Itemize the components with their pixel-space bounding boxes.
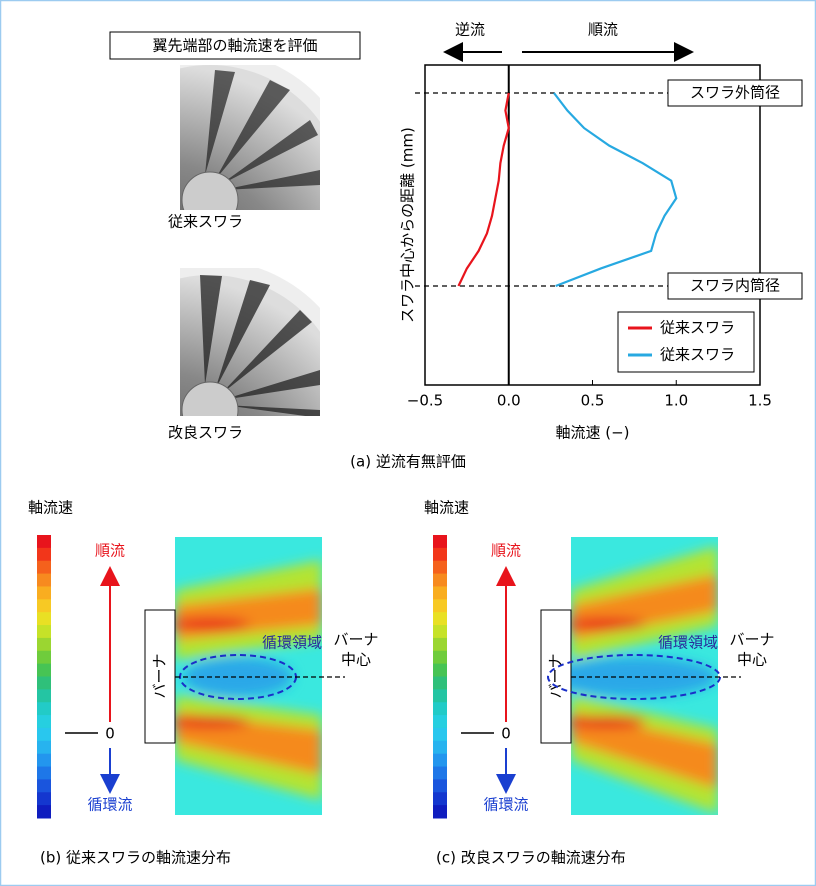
annotation: スワラ外筒径: [690, 84, 780, 102]
colorbar-step: [433, 638, 447, 651]
colorbar-step: [433, 548, 447, 561]
colorbar-step: [37, 741, 51, 754]
colorbar-step: [433, 535, 447, 548]
colorbar-step: [37, 805, 51, 818]
colorbar-step: [37, 651, 51, 664]
colorbar-step: [37, 535, 51, 548]
x-tick-label: 0.5: [581, 392, 605, 410]
colorbar-step: [433, 741, 447, 754]
colorbar-step: [433, 599, 447, 612]
colorbar-step: [37, 561, 51, 574]
label: 0: [105, 725, 115, 743]
label: 循環流: [87, 796, 132, 814]
colorbar-step: [37, 728, 51, 741]
colorbar-step: [433, 767, 447, 780]
burner-label: バーナ: [151, 653, 169, 698]
contour-field: [170, 537, 322, 815]
x-tick-label: 1.5: [748, 392, 772, 410]
x-tick-label: 0.0: [497, 392, 521, 410]
caption: (a) 逆流有無評価: [350, 453, 466, 471]
colorbar-step: [433, 805, 447, 818]
colorbar-step: [37, 599, 51, 612]
label: 順流: [491, 542, 521, 560]
band: [566, 716, 646, 728]
legend-label: 従来スワラ: [660, 319, 735, 337]
region-label: 循環領域: [262, 634, 322, 652]
colorbar-step: [37, 792, 51, 805]
colorbar-step: [37, 586, 51, 599]
scale-title: 軸流速: [28, 499, 73, 517]
colorbar-step: [433, 754, 447, 767]
label: 中心: [341, 651, 371, 669]
colorbar-step: [433, 586, 447, 599]
colorbar-step: [433, 728, 447, 741]
label: 順流: [95, 542, 125, 560]
scale-title: 軸流速: [424, 499, 469, 517]
label: 0: [501, 725, 511, 743]
colorbar-step: [37, 779, 51, 792]
caption: (c) 改良スワラの軸流速分布: [436, 849, 626, 867]
colorbar-step: [433, 664, 447, 677]
colorbar-step: [433, 677, 447, 690]
caption: (b) 従来スワラの軸流速分布: [40, 849, 231, 867]
figure: 翼先端部の軸流速を評価 従来スワラ 改良スワラ (a) 逆流有無評価 −0.5 0…: [0, 0, 816, 886]
label: バーナ: [333, 631, 378, 649]
colorbar-step: [37, 664, 51, 677]
contour-field: [551, 537, 718, 815]
colorbar-step: [37, 754, 51, 767]
y-axis-label: スワラ中心からの距離 (mm): [399, 127, 417, 323]
annotation: 逆流: [455, 21, 485, 39]
colorbar-step: [37, 689, 51, 702]
image-label: 従来スワラ: [168, 213, 243, 231]
colorbar-step: [433, 561, 447, 574]
band: [566, 618, 646, 630]
x-tick-label: 1.0: [664, 392, 688, 410]
colorbar-step: [37, 612, 51, 625]
colorbar-step: [37, 574, 51, 587]
label: バーナ: [729, 631, 774, 649]
colorbar-step: [37, 767, 51, 780]
region-label: 循環領域: [658, 634, 718, 652]
colorbar-step: [37, 638, 51, 651]
colorbar-step: [37, 702, 51, 715]
colorbar-step: [37, 715, 51, 728]
note: 翼先端部の軸流速を評価: [152, 37, 317, 55]
annotation: 順流: [588, 21, 618, 39]
colorbar-step: [433, 689, 447, 702]
colorbar-step: [37, 625, 51, 638]
legend-label: 従来スワラ: [660, 346, 735, 364]
image-label: 改良スワラ: [168, 424, 243, 442]
burner-label: バーナ: [547, 653, 565, 698]
colorbar-step: [433, 779, 447, 792]
colorbar-step: [433, 625, 447, 638]
colorbar-step: [37, 548, 51, 561]
band: [170, 618, 250, 630]
annotation: スワラ内筒径: [690, 277, 780, 295]
colorbar-step: [433, 612, 447, 625]
label: 中心: [737, 651, 767, 669]
colorbar-step: [37, 677, 51, 690]
x-axis-label: 軸流速 (−): [555, 424, 629, 442]
label: 循環流: [483, 796, 528, 814]
colorbar-step: [433, 651, 447, 664]
band: [170, 716, 250, 728]
colorbar-step: [433, 715, 447, 728]
colorbar-step: [433, 792, 447, 805]
colorbar-step: [433, 574, 447, 587]
x-tick-label: −0.5: [407, 392, 443, 410]
colorbar-step: [433, 702, 447, 715]
